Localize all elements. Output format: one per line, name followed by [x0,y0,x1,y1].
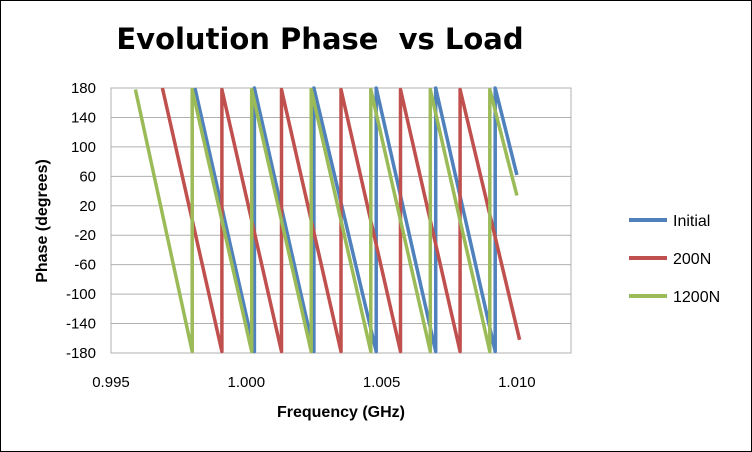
legend-label: 200N [673,251,711,268]
x-tick-label: 0.995 [92,374,130,391]
y-tick-label: -60 [74,257,96,274]
x-tick-label: 1.000 [228,374,266,391]
x-tick-labels: 0.995 1.000 1.005 1.010 [92,374,535,391]
y-tick-label: 180 [71,80,96,97]
y-tick-labels: 180 140 100 60 20 -20 -60 -100 -140 -180 [66,80,96,362]
series-line-initial [193,86,519,354]
chart-title: Evolution Phase vs Load [116,22,524,56]
series-line-1200n [133,87,519,354]
y-tick-label: 60 [79,168,96,185]
x-tick-label: 1.010 [498,374,536,391]
y-axis-label: Phase (degrees) [34,159,51,283]
legend: Initial 200N 1200N [629,213,720,306]
x-tick-label: 1.005 [363,374,401,391]
series-lines [133,86,522,354]
legend-label: 1200N [673,289,720,306]
y-tick-label: -100 [66,286,96,303]
y-tick-label: 100 [71,139,96,156]
y-tick-label: 140 [71,109,96,126]
x-axis-label: Frequency (GHz) [277,404,405,421]
y-tick-label: -180 [66,345,96,362]
y-tick-label: -20 [74,227,96,244]
legend-label: Initial [673,213,710,230]
y-tick-label: 20 [79,198,96,215]
y-tick-label: -140 [66,316,96,333]
